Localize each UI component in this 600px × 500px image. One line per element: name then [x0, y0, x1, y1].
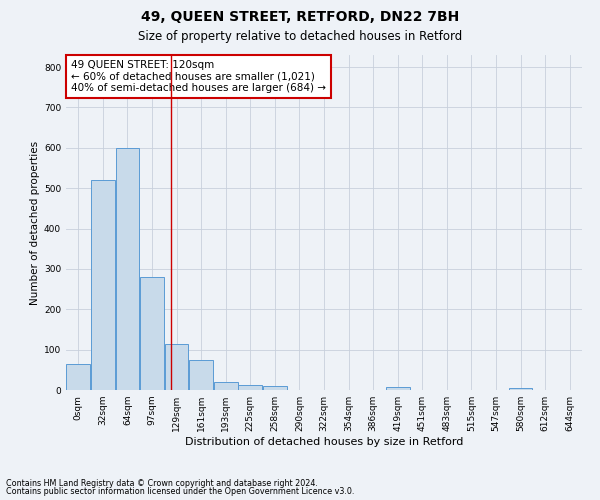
- Text: Contains HM Land Registry data © Crown copyright and database right 2024.: Contains HM Land Registry data © Crown c…: [6, 478, 318, 488]
- Bar: [214, 382, 238, 390]
- Text: 49 QUEEN STREET: 120sqm
← 60% of detached houses are smaller (1,021)
40% of semi: 49 QUEEN STREET: 120sqm ← 60% of detache…: [71, 60, 326, 93]
- Text: Contains public sector information licensed under the Open Government Licence v3: Contains public sector information licen…: [6, 487, 355, 496]
- Bar: [164, 344, 188, 390]
- Bar: [91, 180, 115, 390]
- Bar: [189, 360, 213, 390]
- Bar: [238, 385, 262, 390]
- Bar: [67, 364, 90, 390]
- Bar: [116, 148, 139, 390]
- X-axis label: Distribution of detached houses by size in Retford: Distribution of detached houses by size …: [185, 437, 463, 447]
- Bar: [386, 387, 410, 390]
- Text: 49, QUEEN STREET, RETFORD, DN22 7BH: 49, QUEEN STREET, RETFORD, DN22 7BH: [141, 10, 459, 24]
- Y-axis label: Number of detached properties: Number of detached properties: [30, 140, 40, 304]
- Bar: [509, 388, 532, 390]
- Bar: [263, 386, 287, 390]
- Text: Size of property relative to detached houses in Retford: Size of property relative to detached ho…: [138, 30, 462, 43]
- Bar: [140, 277, 164, 390]
